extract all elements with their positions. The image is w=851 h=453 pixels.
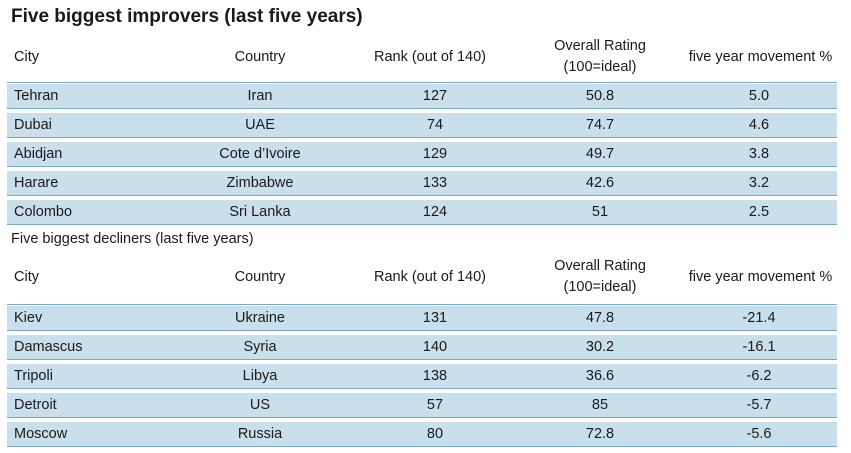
decliners-header-row: City Country Rank (out of 140) Overall R… (0, 256, 851, 300)
row-divider (7, 195, 837, 196)
cell-rank: 80 (426, 426, 444, 442)
cell-rank: 74 (426, 117, 444, 133)
cell-city: Dubai (14, 117, 52, 133)
cell-overall-rating: 51 (591, 204, 609, 220)
cell-movement: -5.7 (746, 397, 772, 413)
cell-city: Tripoli (14, 368, 53, 384)
table-row: Moscow Russia 80 72.8 -5.6 (7, 422, 837, 446)
header-country: Country (234, 269, 286, 285)
cell-country: US (249, 397, 271, 413)
table-row: Kiev Ukraine 131 47.8 -21.4 (7, 306, 837, 330)
cell-rank: 140 (422, 339, 448, 355)
header-rank: Rank (out of 140) (373, 269, 487, 285)
cell-rank: 57 (426, 397, 444, 413)
row-divider (7, 166, 837, 167)
cell-movement: 2.5 (748, 204, 770, 220)
table-row: Dubai UAE 74 74.7 4.6 (7, 113, 837, 137)
cell-overall-rating: 49.7 (585, 146, 615, 162)
cell-country: Syria (243, 339, 277, 355)
table-row: Damascus Syria 140 30.2 -16.1 (7, 335, 837, 359)
cell-country: UAE (245, 117, 275, 133)
cell-movement: -21.4 (742, 310, 776, 326)
row-divider (7, 417, 837, 418)
improvers-title: Five biggest improvers (last five years) (11, 6, 363, 27)
row-divider (7, 446, 837, 447)
cell-rank: 127 (422, 88, 448, 104)
cell-city: Damascus (14, 339, 83, 355)
cell-city: Tehran (14, 88, 59, 104)
header-rank: Rank (out of 140) (373, 49, 487, 65)
table-row: Harare Zimbabwe 133 42.6 3.2 (7, 171, 837, 195)
header-city: City (14, 49, 39, 65)
row-divider (7, 82, 837, 83)
cell-country: Ukraine (235, 310, 285, 326)
improvers-header-row: City Country Rank (out of 140) Overall R… (0, 36, 851, 80)
cell-overall-rating: 50.8 (585, 88, 615, 104)
header-overall-rating: Overall Rating (100=ideal) (554, 38, 646, 75)
cell-movement: 5.0 (748, 88, 770, 104)
cell-overall-rating: 85 (591, 397, 609, 413)
cell-country: Iran (247, 88, 273, 104)
cell-rank: 138 (422, 368, 448, 384)
cell-overall-rating: 74.7 (585, 117, 615, 133)
cell-movement: 4.6 (748, 117, 770, 133)
table-row: Tripoli Libya 138 36.6 -6.2 (7, 364, 837, 388)
cell-city: Detroit (14, 397, 57, 413)
cell-city: Moscow (14, 426, 68, 442)
row-divider (7, 330, 837, 331)
cell-rank: 129 (422, 146, 448, 162)
cell-overall-rating: 36.6 (585, 368, 615, 384)
cell-country: Russia (237, 426, 283, 442)
row-divider (7, 304, 837, 305)
header-movement: five year movement % (688, 49, 833, 65)
cell-city: Colombo (14, 204, 73, 220)
cell-rank: 131 (422, 310, 448, 326)
table-row: Tehran Iran 127 50.8 5.0 (7, 84, 837, 108)
cell-movement: 3.2 (748, 175, 770, 191)
cell-city: Harare (14, 175, 59, 191)
row-divider (7, 108, 837, 109)
cell-rank: 133 (422, 175, 448, 191)
header-city: City (14, 269, 39, 285)
cell-country: Cote d’Ivoire (219, 146, 301, 162)
cell-city: Kiev (14, 310, 43, 326)
cell-overall-rating: 72.8 (585, 426, 615, 442)
decliners-title: Five biggest decliners (last five years) (11, 231, 254, 247)
row-divider (7, 388, 837, 389)
row-divider (7, 137, 837, 138)
header-overall-rating: Overall Rating (100=ideal) (554, 258, 646, 295)
cell-movement: -16.1 (742, 339, 776, 355)
cell-overall-rating: 47.8 (585, 310, 615, 326)
cell-rank: 124 (422, 204, 448, 220)
cell-movement: 3.8 (748, 146, 770, 162)
header-country: Country (234, 49, 286, 65)
cell-movement: -5.6 (746, 426, 772, 442)
header-movement: five year movement % (688, 269, 833, 285)
cell-overall-rating: 42.6 (585, 175, 615, 191)
cell-country: Zimbabwe (226, 175, 294, 191)
cell-overall-rating: 30.2 (585, 339, 615, 355)
cell-country: Sri Lanka (229, 204, 291, 220)
cell-city: Abidjan (14, 146, 63, 162)
cell-country: Libya (242, 368, 278, 384)
row-divider (7, 224, 837, 225)
cell-movement: -6.2 (746, 368, 772, 384)
table-row: Colombo Sri Lanka 124 51 2.5 (7, 200, 837, 224)
table-row: Abidjan Cote d’Ivoire 129 49.7 3.8 (7, 142, 837, 166)
row-divider (7, 359, 837, 360)
table-row: Detroit US 57 85 -5.7 (7, 393, 837, 417)
